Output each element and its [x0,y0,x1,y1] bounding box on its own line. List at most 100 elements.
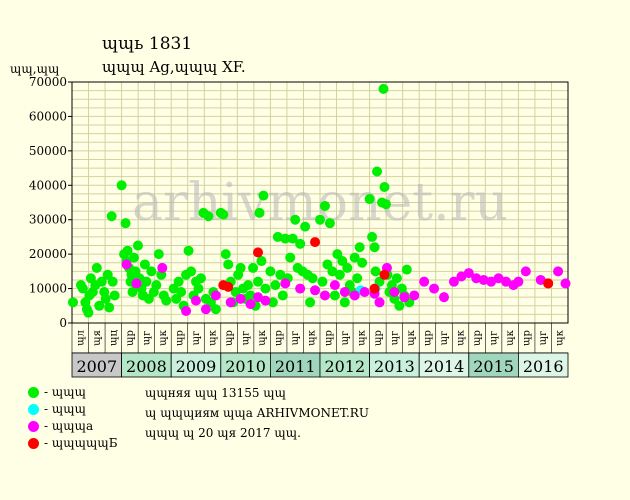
year-label: 2010 [225,357,266,376]
data-point-series-3 [463,268,474,279]
data-point-series-1 [139,259,150,270]
x-tick-label: ɰк [456,329,467,345]
year-cell [220,352,271,378]
data-point-series-3 [429,283,440,294]
data-point-series-3 [200,304,211,315]
data-point-series-3 [389,287,400,298]
y-tick-label: 60000 [29,109,67,123]
data-point-series-1 [193,283,204,294]
x-tick-label: ɰг [141,331,152,346]
data-point-series-3 [478,274,489,285]
data-point-series-1 [243,280,254,291]
data-point-series-1 [334,269,345,280]
data-point-series-1 [168,283,179,294]
data-point-series-1 [83,307,94,318]
data-point-series-1 [370,266,381,277]
data-point-series-1 [91,262,102,273]
data-point-series-3 [409,290,420,301]
year-label: 2007 [76,357,117,376]
data-point-series-4 [379,269,390,280]
data-point-series-3 [210,290,221,301]
y-axis-label: ɰɰ,ɰɰ [10,62,60,76]
year-cell [468,352,519,378]
data-point-series-1 [275,269,286,280]
data-point-series-3 [486,276,497,287]
data-point-series-3 [471,273,482,284]
data-point-series-1 [161,295,172,306]
data-point-series-4 [223,281,234,292]
footnote-average: ɰɰняя ɰɰ 13155 ɰɰ [145,386,287,400]
data-point-series-1 [391,273,402,284]
x-tick-label: ɰк [505,329,516,345]
year-cell [170,352,222,378]
x-tick-label: ɰк [208,329,219,345]
legend-label-3: - ɰɰɰа [44,419,94,433]
data-point-series-1 [120,218,131,229]
data-point-series-1 [324,218,335,229]
x-tick-label: ɰр [373,330,384,346]
data-point-series-1 [218,209,229,220]
data-point-series-4 [310,237,321,248]
data-point-series-1 [67,297,78,308]
data-point-series-1 [307,273,318,284]
data-point-series-4 [253,247,263,258]
x-tick-label: ɰг [340,331,351,346]
legend-swatch-1 [28,387,39,398]
x-tick-label: ɰг [538,331,549,346]
data-point-series-1 [96,276,107,287]
x-tick-label: ɰк [356,329,367,345]
data-point-series-3 [560,278,571,289]
x-tick-label: ɰр [472,330,483,346]
data-point-series-1 [203,211,214,222]
data-point-series-3 [131,278,142,289]
data-point-series-1 [265,266,276,277]
data-point-series-1 [332,249,343,260]
x-tick-label: ɰр [224,330,235,346]
x-tick-label: ɰг [191,331,202,346]
data-point-series-3 [260,295,271,306]
data-point-series-3 [374,297,385,308]
data-point-series-1 [254,207,265,218]
data-point-series-1 [77,283,88,294]
x-tick-label: ɰр [323,330,334,346]
data-point-series-3 [191,295,201,306]
x-tick-label: ɰг [489,331,500,346]
data-point-series-3 [456,271,467,282]
data-point-series-3 [448,276,459,287]
x-tick-label: ɰк [257,329,268,345]
data-point-series-1 [372,166,383,177]
data-point-series-1 [146,266,157,277]
legend-item-4: - ɰɰɰɰɰБ [28,435,118,452]
data-point-series-3 [181,305,192,316]
legend-swatch-4 [28,438,39,449]
data-point-series-1 [109,290,120,301]
data-point-series-1 [300,221,311,232]
data-point-series-1 [176,287,187,298]
data-point-series-3 [295,283,306,294]
legend-swatch-3 [28,421,39,432]
x-tick-label: ɰр [422,330,433,346]
data-point-series-1 [354,242,365,253]
x-tick-label: ɰл [75,330,86,346]
data-point-series-1 [369,242,380,253]
data-point-series-3 [399,292,410,303]
x-tick-label: ɰк [406,329,417,345]
year-label: 2011 [275,357,316,376]
data-point-series-3 [553,266,564,277]
data-point-series-1 [364,194,375,205]
data-point-series-1 [151,280,162,291]
y-tick-label: 30000 [29,213,67,227]
legend-label-1: - ɰɰɰ [44,385,87,399]
data-point-series-3 [319,290,330,301]
year-label: 2014 [424,357,465,376]
data-point-series-1 [195,273,206,284]
chart-subtitle: ɰɰɰ Ag,ɰɰɰ XF. [102,58,246,76]
data-point-series-1 [401,264,412,275]
data-point-series-3 [280,278,291,289]
data-point-series-1 [349,252,360,263]
data-point-series-1 [280,233,291,244]
legend-label-2: - ɰɰɰ [44,402,87,416]
data-point-series-1 [223,259,234,270]
footnote-date: ɰɰɰ ɰ 20 ɰя 2017 ɰɰ. [145,426,301,440]
year-label: 2013 [374,357,415,376]
